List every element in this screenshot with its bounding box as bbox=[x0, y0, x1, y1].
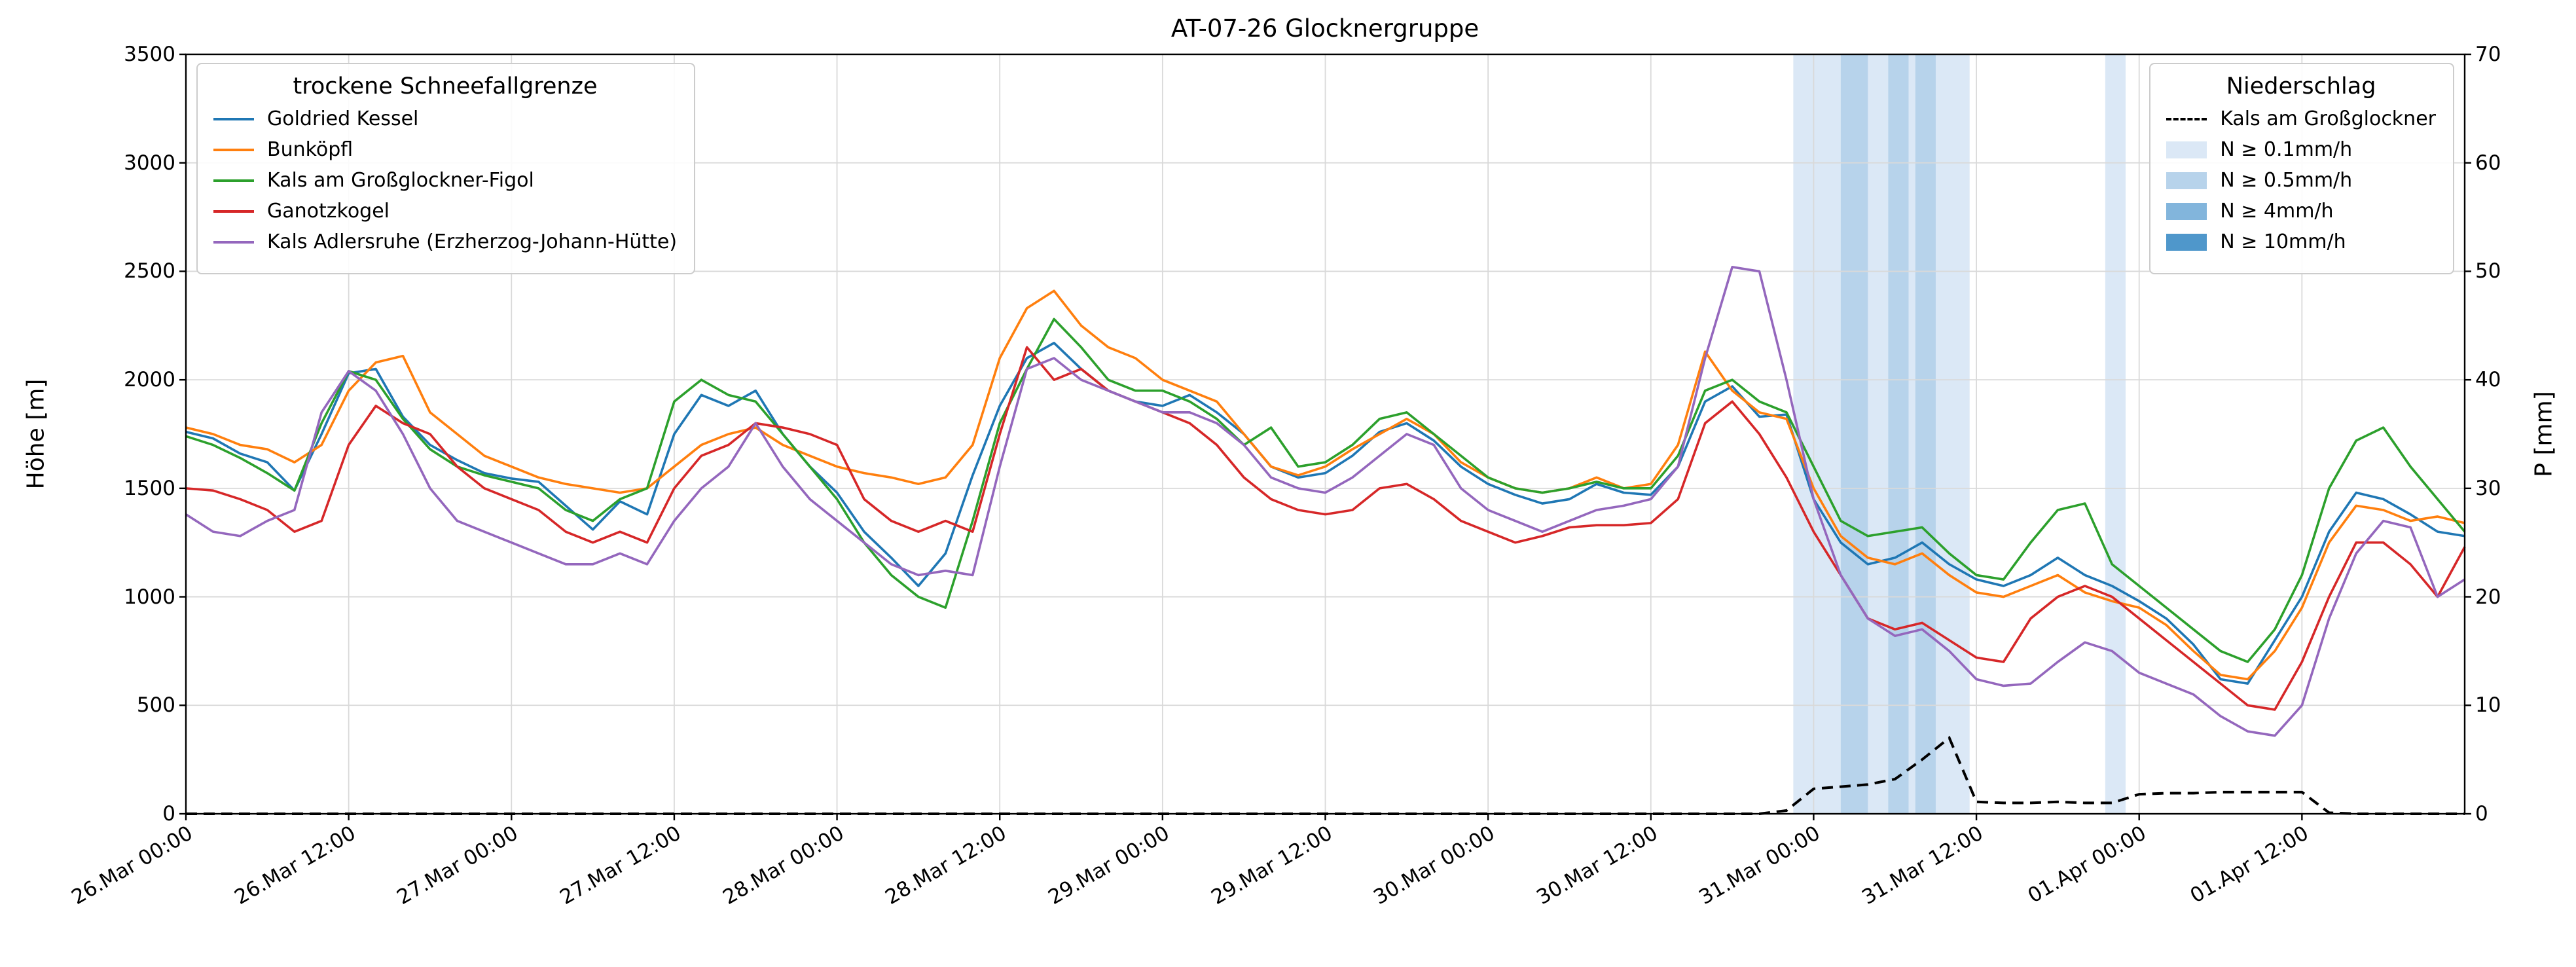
line-swatch-icon bbox=[213, 179, 254, 182]
y-tick-label-right: 70 bbox=[2475, 43, 2501, 66]
legend-item-intensity-3: N ≥ 4mm/h bbox=[2166, 200, 2436, 223]
y-tick-label-right: 0 bbox=[2475, 802, 2488, 826]
y-tick-label-right: 60 bbox=[2475, 151, 2501, 175]
y-axis-label-left: Höhe [m] bbox=[22, 378, 50, 490]
line-swatch-icon bbox=[213, 148, 254, 151]
legend-item-label: N ≥ 0.5mm/h bbox=[2220, 169, 2353, 192]
y-tick-label-right: 30 bbox=[2475, 476, 2501, 500]
series-line-4 bbox=[185, 346, 2466, 711]
dashed-line-swatch-icon bbox=[2166, 117, 2207, 120]
legend-snowfall-title: trockene Schneefallgrenze bbox=[293, 73, 598, 100]
legend-item-series-5: Kals Adlersruhe (Erzherzog-Johann-Hütte) bbox=[213, 230, 677, 253]
patch-swatch-icon bbox=[2166, 233, 2207, 251]
legend-item-label: Kals Adlersruhe (Erzherzog-Johann-Hütte) bbox=[267, 230, 678, 253]
series-line-1 bbox=[185, 341, 2465, 685]
line-swatch-icon bbox=[213, 240, 254, 244]
legend-snowfall-line: trockene Schneefallgrenze Goldried Kesse… bbox=[196, 63, 696, 274]
patch-swatch-icon bbox=[2166, 141, 2207, 158]
precip-band bbox=[1915, 54, 1936, 814]
y-tick-label-right: 20 bbox=[2475, 585, 2501, 609]
legend-item-precip-line: Kals am Großglockner bbox=[2166, 107, 2436, 130]
precip-band bbox=[1840, 54, 1868, 814]
y-tick-label: 3000 bbox=[124, 151, 175, 175]
precip-band bbox=[2105, 54, 2126, 814]
legend-item-label: Goldried Kessel bbox=[267, 107, 419, 130]
legend-item-series-3: Kals am Großglockner-Figol bbox=[213, 169, 677, 192]
legend-precipitation-title: Niederschlag bbox=[2226, 73, 2376, 100]
y-tick-label: 1500 bbox=[124, 476, 175, 500]
legend-item-intensity-2: N ≥ 0.5mm/h bbox=[2166, 169, 2436, 192]
y-tick-label-right: 40 bbox=[2475, 368, 2501, 392]
legend-precipitation: Niederschlag Kals am Großglockner N ≥ 0.… bbox=[2149, 63, 2454, 274]
y-tick-label: 2000 bbox=[124, 368, 175, 392]
line-swatch-icon bbox=[213, 117, 254, 120]
series-line-2 bbox=[185, 289, 2465, 681]
series-lines bbox=[185, 265, 2466, 737]
legend-precipitation-items: N ≥ 0.1mm/h N ≥ 0.5mm/h N ≥ 4mm/h N ≥ 10mm/… bbox=[2166, 138, 2436, 253]
legend-item-label: N ≥ 0.1mm/h bbox=[2220, 138, 2353, 161]
legend-snowfall-items: Goldried Kessel Bunköpfl Kals am Großglock… bbox=[213, 107, 677, 253]
plot-frame bbox=[185, 53, 2466, 815]
legend-item-label: Bunköpfl bbox=[267, 138, 354, 161]
legend-item-series-2: Bunköpfl bbox=[213, 138, 677, 161]
y-tick-label: 0 bbox=[162, 802, 175, 826]
legend-item-intensity-1: N ≥ 0.1mm/h bbox=[2166, 138, 2436, 161]
axis-ticks bbox=[179, 53, 2471, 820]
series-line-5 bbox=[185, 265, 2465, 737]
line-swatch-icon bbox=[213, 210, 254, 213]
precip-band bbox=[1888, 54, 1909, 814]
series-line-3 bbox=[185, 318, 2466, 663]
y-tick-label: 500 bbox=[136, 693, 175, 718]
legend-item-label: N ≥ 10mm/h bbox=[2220, 230, 2346, 253]
legend-item-series-4: Ganotzkogel bbox=[213, 200, 677, 223]
patch-swatch-icon bbox=[2166, 172, 2207, 189]
y-tick-label: 1000 bbox=[124, 585, 175, 609]
patch-swatch-icon bbox=[2166, 202, 2207, 220]
y-axis-label-right: P [mm] bbox=[2530, 391, 2558, 477]
precipitation-bands bbox=[1793, 54, 2126, 814]
y-tick-label: 3500 bbox=[124, 43, 175, 66]
legend-item-label: Kals am Großglockner bbox=[2220, 107, 2436, 130]
y-tick-label: 2500 bbox=[124, 259, 175, 283]
precip-band bbox=[1793, 54, 1970, 814]
y-tick-label-right: 10 bbox=[2475, 693, 2501, 718]
legend-item-label: N ≥ 4mm/h bbox=[2220, 200, 2334, 223]
legend-item-label: Kals am Großglockner-Figol bbox=[267, 169, 534, 192]
chart-title: AT-07-26 Glocknergruppe bbox=[1170, 14, 1479, 43]
legend-item-series-1: Goldried Kessel bbox=[213, 107, 677, 130]
legend-item-label: Ganotzkogel bbox=[267, 200, 390, 223]
y-tick-label-right: 50 bbox=[2475, 259, 2501, 283]
legend-item-intensity-4: N ≥ 10mm/h bbox=[2166, 230, 2436, 253]
